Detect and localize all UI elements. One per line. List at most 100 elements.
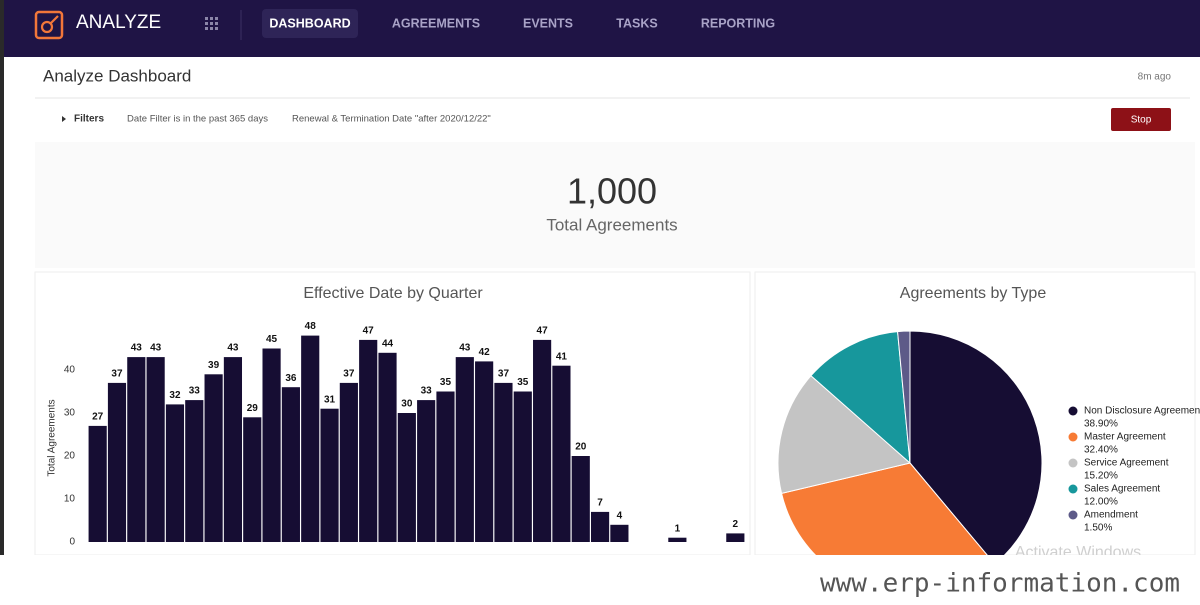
legend-label: Non Disclosure Agreement bbox=[1084, 406, 1200, 417]
data-label: 37 bbox=[498, 369, 510, 380]
bar bbox=[455, 357, 474, 542]
data-label: 39 bbox=[208, 360, 220, 371]
data-label: 43 bbox=[227, 343, 239, 354]
bar bbox=[165, 404, 185, 542]
data-label: 47 bbox=[537, 326, 549, 337]
data-label: 7 bbox=[597, 498, 603, 509]
data-label: 43 bbox=[150, 343, 162, 354]
legend-label: Service Agreement bbox=[1084, 458, 1169, 469]
kpi-value: 1,000 bbox=[567, 171, 657, 212]
bar bbox=[223, 357, 243, 542]
data-label: 47 bbox=[363, 326, 375, 337]
bar bbox=[571, 456, 590, 542]
filter-item: Date Filter is in the past 365 days bbox=[127, 114, 268, 125]
data-label: 1 bbox=[675, 523, 681, 534]
nav-item[interactable]: REPORTING bbox=[701, 16, 775, 30]
data-label: 44 bbox=[382, 338, 394, 349]
bar bbox=[204, 374, 223, 542]
chart-title: Agreements by Type bbox=[900, 285, 1047, 302]
nav-item[interactable]: EVENTS bbox=[523, 16, 573, 30]
legend-value: 32.40% bbox=[1084, 445, 1118, 456]
filters-toggle[interactable]: Filters bbox=[74, 114, 104, 125]
nav-item[interactable]: DASHBOARD bbox=[269, 16, 350, 30]
bar bbox=[378, 352, 397, 542]
y-tick-label: 0 bbox=[69, 537, 75, 548]
nav-item[interactable]: AGREEMENTS bbox=[392, 16, 480, 30]
data-label: 33 bbox=[189, 386, 201, 397]
pie-slice bbox=[897, 330, 911, 464]
logo[interactable] bbox=[34, 10, 64, 40]
bar bbox=[397, 413, 416, 542]
y-axis-label: Total Agreements bbox=[47, 399, 58, 476]
updated: 8m ago bbox=[1138, 72, 1172, 83]
bar bbox=[301, 335, 320, 542]
kpi-label: Total Agreements bbox=[546, 215, 677, 234]
bar bbox=[513, 391, 532, 542]
legend-label: Master Agreement bbox=[1084, 432, 1166, 443]
bar bbox=[610, 524, 629, 542]
data-label: 31 bbox=[324, 394, 336, 405]
data-label: 41 bbox=[556, 351, 568, 362]
bar bbox=[88, 425, 107, 542]
logo-mark bbox=[40, 20, 54, 34]
bar bbox=[262, 348, 281, 542]
bar bbox=[590, 511, 610, 542]
pie-slice bbox=[777, 375, 912, 495]
kpi-panel bbox=[35, 142, 1195, 268]
bar bbox=[339, 382, 358, 542]
legend-swatch bbox=[1068, 510, 1078, 520]
footer-strip bbox=[0, 555, 1200, 600]
legend-value: 15.20% bbox=[1084, 471, 1118, 482]
nav-active-bg bbox=[262, 9, 358, 38]
top-nav bbox=[4, 0, 1200, 57]
nav-item[interactable]: TASKS bbox=[616, 16, 657, 30]
y-tick-label: 40 bbox=[64, 365, 76, 376]
legend-value: 1.50% bbox=[1084, 523, 1112, 534]
apps-icon[interactable] bbox=[205, 17, 218, 30]
pie-slice bbox=[909, 330, 1043, 555]
chart-title: Effective Date by Quarter bbox=[303, 285, 483, 302]
bar bbox=[668, 537, 687, 542]
page-title: Analyze Dashboard bbox=[43, 66, 191, 85]
legend-label: Amendment bbox=[1084, 510, 1138, 521]
pie-slice bbox=[780, 462, 988, 555]
data-label: 29 bbox=[247, 403, 259, 414]
bar bbox=[417, 400, 436, 542]
bar bbox=[185, 400, 204, 542]
bar bbox=[533, 339, 552, 542]
screen-edge bbox=[0, 0, 4, 555]
stop-button-label[interactable]: Stop bbox=[1131, 115, 1152, 126]
filters-caret[interactable] bbox=[62, 116, 66, 122]
watermark: www.erp-information.com bbox=[820, 569, 1180, 599]
data-label: 37 bbox=[343, 369, 355, 380]
data-label: 45 bbox=[266, 334, 278, 345]
legend-label: Sales Agreement bbox=[1084, 484, 1160, 495]
data-label: 36 bbox=[285, 373, 297, 384]
data-label: 32 bbox=[169, 390, 181, 401]
legend-swatch bbox=[1068, 406, 1078, 416]
bar bbox=[146, 357, 165, 542]
data-label: 4 bbox=[617, 510, 623, 521]
data-label: 33 bbox=[421, 386, 433, 397]
data-label: 43 bbox=[459, 343, 471, 354]
legend-swatch bbox=[1068, 484, 1078, 494]
bar bbox=[107, 382, 127, 542]
data-label: 42 bbox=[479, 347, 491, 358]
data-label: 2 bbox=[733, 519, 739, 530]
data-label: 37 bbox=[111, 369, 123, 380]
app-name: ANALYZE bbox=[76, 12, 161, 33]
y-tick-label: 10 bbox=[64, 494, 76, 505]
stop-button[interactable] bbox=[1111, 108, 1171, 131]
bar bbox=[475, 361, 494, 542]
bar bbox=[359, 339, 378, 542]
data-label: 27 bbox=[92, 412, 104, 423]
bar bbox=[243, 417, 262, 542]
bar bbox=[436, 391, 455, 542]
legend-swatch bbox=[1068, 458, 1078, 468]
data-label: 35 bbox=[440, 377, 452, 388]
y-tick-label: 30 bbox=[64, 408, 76, 419]
legend-swatch bbox=[1068, 432, 1078, 442]
data-label: 30 bbox=[401, 399, 413, 410]
